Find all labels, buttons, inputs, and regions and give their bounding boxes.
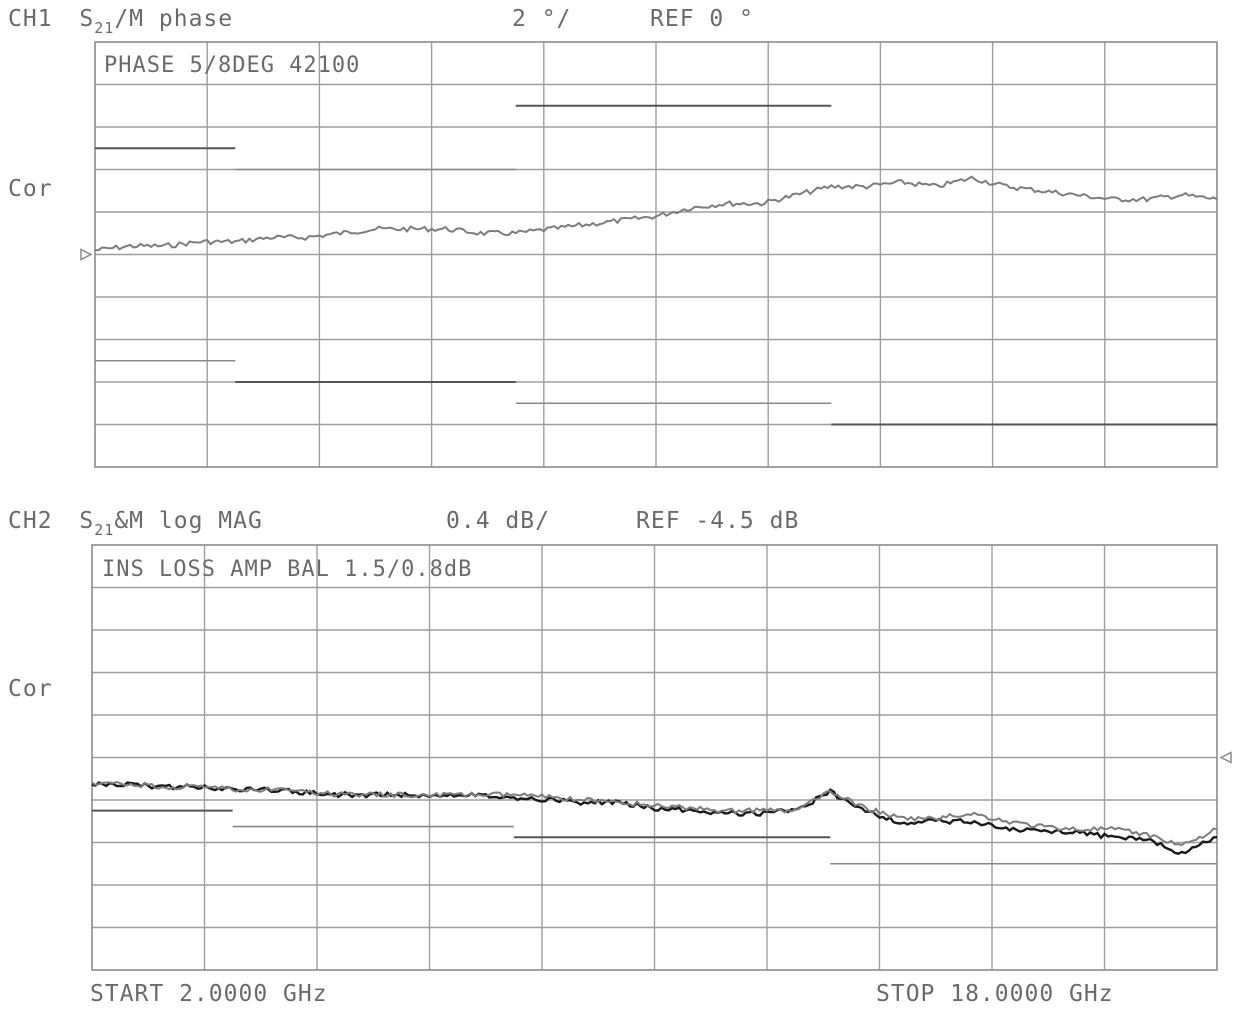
reference-marker [80,248,93,261]
start-frequency-label: START 2.0000 GHz [90,981,328,1007]
annotation-text: INS LOSS AMP BAL 1.5/0.8dB [102,557,472,582]
ch2-channel-label: CH2 S21&M log MAG [8,508,263,539]
ch1-ref-label: REF 0 ° [650,6,754,32]
plot-frame [94,41,1218,468]
stop-frequency-label: STOP 18.0000 GHz [876,981,1114,1007]
ch1-channel-label: CH1 S21/M phase [8,6,233,37]
plot-frame [91,544,1218,971]
reference-marker [1219,751,1232,764]
annotation-text: PHASE 5/8DEG 42100 [104,53,360,78]
ch1-header: CH1 S21/M phase 2 °/ REF 0 ° Cor [8,6,754,202]
ch1-scale-label: 2 °/ [512,6,571,32]
measurement-trace [94,175,1218,252]
ch1-phase-chart: PHASE 5/8DEG 42100 [80,41,1218,468]
ch2-correction-label: Cor [8,676,53,702]
measurement-trace [91,780,1218,847]
ch2-scale-label: 0.4 dB/ [446,508,550,534]
ch2-logmag-chart: INS LOSS AMP BAL 1.5/0.8dB [91,544,1232,971]
ch1-correction-label: Cor [8,176,53,202]
measurement-trace [91,781,1218,855]
ch2-header: CH2 S21&M log MAG 0.4 dB/ REF -4.5 dB Co… [8,508,799,702]
ch2-ref-label: REF -4.5 dB [636,508,799,534]
